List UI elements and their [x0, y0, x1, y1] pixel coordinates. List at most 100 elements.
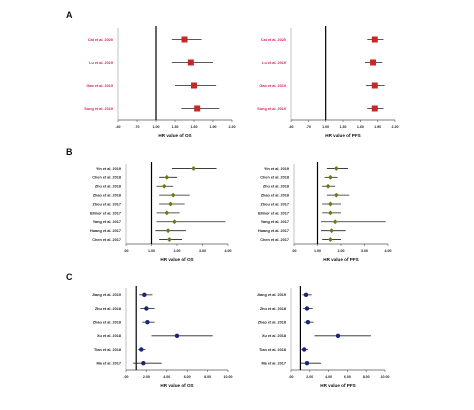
study-label: Chen et al. 2018	[92, 176, 121, 180]
hr-marker	[301, 347, 307, 352]
hr-marker	[164, 174, 170, 180]
x-tick-label: .70	[306, 125, 311, 129]
hr-marker	[174, 333, 180, 339]
hr-marker	[191, 82, 197, 89]
hr-marker	[332, 219, 338, 225]
hr-marker	[141, 360, 146, 366]
x-tick-label: 10.00	[224, 375, 233, 379]
forest-plot-c-pfs: .00 2.00 4.00 6.00 8.00 10.00 HR value of PFS J…	[257, 286, 390, 388]
hr-marker	[325, 183, 331, 189]
hr-marker	[335, 333, 341, 339]
forest-plot-b-os: .00 1.00 2.00 3.00 4.00 HR value of OS Yin et …	[90, 162, 232, 262]
study-label: Cai et al. 2020	[88, 38, 113, 42]
hr-marker	[371, 36, 378, 43]
panel-label-a: A	[66, 10, 73, 20]
study-label: Ma et al. 2017	[97, 362, 121, 366]
study-label: Xu et al. 2018	[262, 334, 286, 338]
x-axis-label: HR value of PFS	[325, 133, 360, 138]
study-label: Tian et al. 2018	[259, 348, 286, 352]
hr-marker	[168, 201, 174, 207]
study-label: Xu et al. 2018	[97, 334, 121, 338]
x-tick-label: 2.20	[229, 125, 236, 129]
study-label: Yin et al. 2019	[264, 167, 289, 171]
x-axis-label: HR value of OS	[158, 133, 191, 138]
hr-marker	[304, 360, 310, 366]
study-label: Yang et al. 2017	[261, 220, 289, 224]
hr-marker	[139, 347, 144, 352]
hr-marker	[187, 59, 194, 66]
study-label: Gao et al. 2019	[259, 84, 286, 88]
x-tick-label: 3.00	[199, 249, 206, 253]
study-label: Zhu et al. 2018	[95, 185, 121, 189]
hr-marker	[194, 105, 201, 112]
hr-marker	[164, 210, 170, 216]
hr-marker	[333, 166, 339, 171]
hr-marker	[328, 237, 333, 242]
x-tick-label: .00	[124, 249, 129, 253]
study-label: Zhao et al. 2018	[261, 194, 289, 198]
x-tick-label: 4.00	[385, 249, 392, 253]
x-tick-label: .70	[135, 125, 140, 129]
hr-marker	[371, 105, 378, 112]
study-label: Huang et al. 2017	[90, 229, 121, 233]
x-tick-label: 2.00	[338, 249, 345, 253]
hr-marker	[165, 228, 171, 234]
hr-marker	[305, 319, 311, 325]
study-label: Tian et al. 2018	[94, 348, 121, 352]
hr-marker	[333, 192, 339, 198]
hr-marker	[145, 319, 150, 325]
study-label: Huang et al. 2017	[258, 229, 289, 233]
x-axis-label: HR value of OS	[160, 257, 193, 262]
study-label: Jiang et al. 2019	[92, 293, 121, 297]
study-label: Jiang et al. 2019	[257, 293, 286, 297]
x-tick-label: 2.20	[392, 125, 399, 129]
forest-plot-c-os: .00 2.00 4.00 6.00 8.00 10.00 HR value of OS Ji…	[92, 286, 233, 388]
x-tick-label: 8.00	[204, 375, 211, 379]
x-axis-label: HR value of OS	[160, 383, 193, 388]
x-tick-label: 2.00	[143, 375, 150, 379]
x-tick-label: 10.00	[381, 375, 390, 379]
study-label: Chen et al. 2017	[260, 238, 289, 242]
study-label: Lu et al. 2019	[262, 61, 286, 65]
x-axis-label: HR value of PFS	[323, 257, 358, 262]
x-tick-label: 2.00	[306, 375, 313, 379]
study-label: Zhu et al. 2018	[263, 185, 289, 189]
study-label: Yin et al. 2019	[96, 167, 121, 171]
hr-marker	[303, 292, 309, 298]
panel-label-b: B	[66, 147, 73, 157]
x-tick-label: 1.90	[210, 125, 217, 129]
x-tick-label: 6.00	[344, 375, 351, 379]
forest-plot-a-os: .40 .70 1.00 1.30 1.60 1.90 2.20 HR value of OS…	[84, 26, 236, 138]
forest-plot-a-pfs: .40 .70 1.00 1.30 1.60 1.90 2.20 HR value of PF…	[257, 26, 399, 138]
study-label: Yang et al. 2017	[93, 220, 121, 224]
hr-marker	[328, 210, 333, 216]
x-tick-label: 1.30	[340, 125, 347, 129]
study-label: Zhao et al. 2018	[93, 194, 121, 198]
hr-marker	[329, 228, 334, 234]
study-label: Gao et al. 2019	[86, 84, 113, 88]
hr-marker	[172, 219, 177, 225]
x-tick-label: .40	[289, 125, 294, 129]
x-tick-label: 1.00	[148, 249, 155, 253]
hr-marker	[328, 201, 333, 207]
x-tick-label: 1.60	[357, 125, 364, 129]
x-tick-label: 3.00	[361, 249, 368, 253]
x-axis-label: HR value of PFS	[320, 383, 355, 388]
x-tick-label: 4.00	[325, 375, 332, 379]
x-tick-label: 6.00	[184, 375, 191, 379]
study-label: Cai et al. 2020	[261, 38, 286, 42]
x-tick-label: .00	[292, 249, 297, 253]
hr-marker	[370, 59, 377, 66]
x-tick-label: 2.00	[174, 249, 181, 253]
study-label: Song et al. 2019	[257, 107, 286, 111]
x-tick-label: 1.60	[191, 125, 198, 129]
hr-marker	[170, 192, 176, 198]
study-label: Lu et al. 2019	[89, 61, 113, 65]
x-tick-label: .00	[124, 375, 129, 379]
hr-marker	[142, 292, 147, 298]
hr-marker	[161, 183, 167, 189]
study-label: Ma et al. 2017	[262, 362, 286, 366]
study-label: Zhu et al. 2018	[95, 307, 121, 311]
hr-marker	[181, 36, 188, 43]
